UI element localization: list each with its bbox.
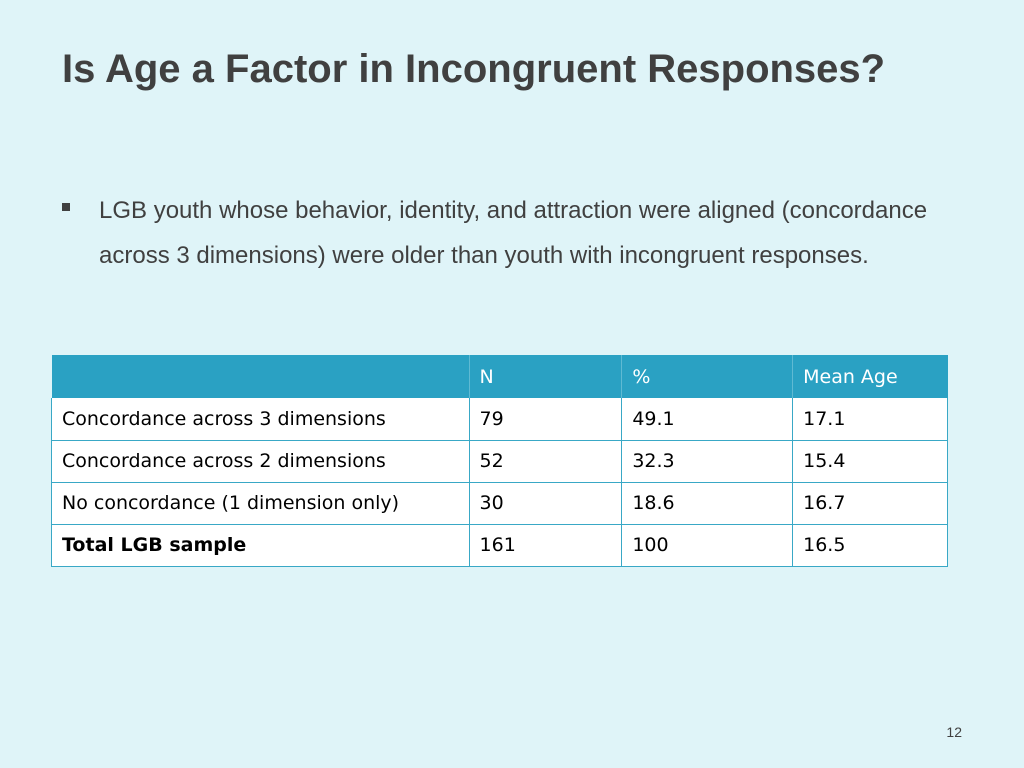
total-row: Total LGB sample 161 100 16.5 [51, 523, 948, 567]
row-label: No concordance (1 dimension only) [51, 481, 470, 525]
total-row-label: Total LGB sample [51, 523, 470, 567]
n-cell: 52 [468, 439, 623, 483]
table-header-row: N % Mean Age [51, 355, 948, 398]
header-cell-empty [51, 355, 470, 398]
mean-age-cell: 16.7 [792, 481, 948, 525]
header-cell-n: N [469, 355, 623, 398]
mean-age-cell: 16.5 [792, 523, 948, 567]
table-row: Concordance across 3 dimensions 79 49.1 … [51, 398, 948, 441]
mean-age-cell: 15.4 [792, 439, 948, 483]
mean-age-cell: 17.1 [792, 398, 948, 441]
table-row: No concordance (1 dimension only) 30 18.… [51, 481, 948, 525]
bullet-list: LGB youth whose behavior, identity, and … [62, 188, 942, 278]
bullet-item: LGB youth whose behavior, identity, and … [62, 188, 942, 278]
concordance-age-table: N % Mean Age Concordance across 3 dimens… [51, 355, 948, 567]
percent-cell: 100 [621, 523, 794, 567]
n-cell: 30 [468, 481, 623, 525]
square-bullet-icon [62, 203, 70, 211]
slide-number: 12 [946, 724, 962, 740]
n-cell: 79 [468, 398, 623, 441]
percent-cell: 32.3 [621, 439, 794, 483]
header-cell-percent: % [621, 355, 794, 398]
percent-cell: 18.6 [621, 481, 794, 525]
row-label: Concordance across 2 dimensions [51, 439, 470, 483]
header-cell-mean-age: Mean Age [792, 355, 948, 398]
table-row: Concordance across 2 dimensions 52 32.3 … [51, 439, 948, 483]
slide-title: Is Age a Factor in Incongruent Responses… [62, 47, 886, 91]
row-label: Concordance across 3 dimensions [51, 398, 470, 441]
percent-cell: 49.1 [621, 398, 794, 441]
bullet-text: LGB youth whose behavior, identity, and … [99, 197, 928, 269]
n-cell: 161 [468, 523, 623, 567]
